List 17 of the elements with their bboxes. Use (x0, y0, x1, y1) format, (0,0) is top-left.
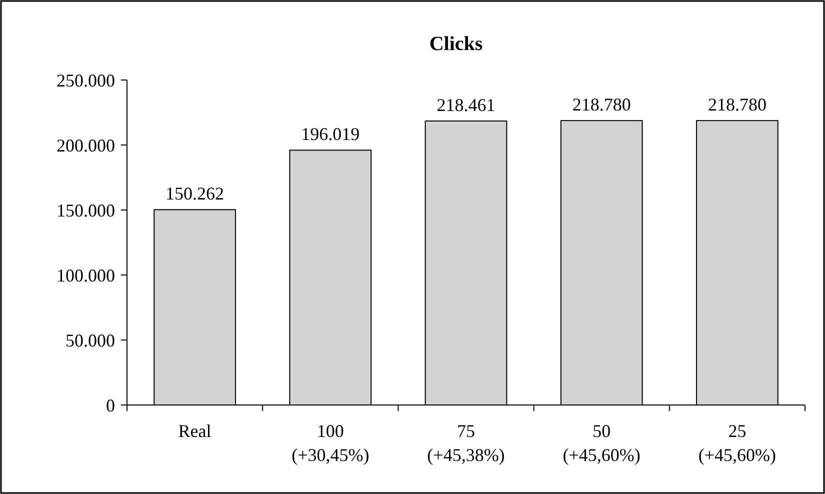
data-label: 218.461 (436, 95, 496, 115)
y-tick-label: 150.000 (56, 200, 115, 220)
x-tick-label: Real (178, 421, 212, 441)
y-tick-label: 50.000 (66, 330, 115, 350)
y-tick-label: 200.000 (56, 135, 115, 156)
data-label: 218.780 (708, 94, 766, 115)
y-tick-label: 250.000 (56, 70, 115, 90)
x-tick-label: 50 (+45,60%) (562, 421, 640, 465)
chart-title: Clicks (429, 33, 483, 55)
y-tick-label: 0 (106, 395, 115, 416)
y-tick-label: 100.000 (56, 265, 115, 286)
data-label: 150.262 (166, 184, 224, 204)
data-label: 218.780 (572, 94, 631, 115)
x-tick-label: 100 (+30,45%) (292, 421, 370, 465)
data-label: 196.019 (301, 124, 360, 144)
x-tick-label: 75 (+45,38%) (427, 421, 505, 465)
x-tick-label: 25 (+45,60%) (698, 421, 776, 465)
